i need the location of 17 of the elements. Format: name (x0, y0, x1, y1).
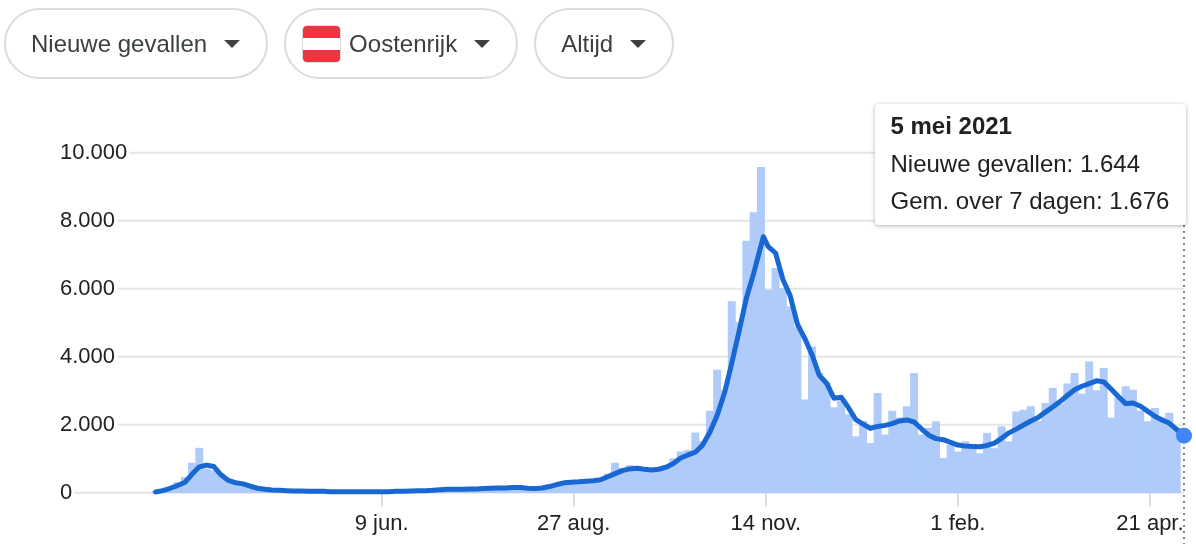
y-tick-label: 8.000 (60, 206, 116, 232)
x-tick-label: 1 feb. (930, 509, 986, 535)
y-tick-label: 6.000 (60, 274, 116, 300)
x-tick-label: 9 jun. (354, 509, 409, 535)
annotation: Gem. over 7 dagen: 1.676 (890, 186, 1170, 217)
y-tick-label: 0 (60, 478, 73, 504)
y-tick-label: 10.000 (60, 138, 128, 164)
text: Altijd (561, 29, 614, 58)
x-tick-label: 27 aug. (537, 509, 611, 535)
annotation: Nieuwe gevallen: 1.644 (890, 148, 1141, 179)
text: Nieuwe gevallen (31, 29, 208, 58)
text: Oostenrijk (349, 29, 458, 58)
y-tick-label: 2.000 (60, 410, 116, 436)
y-tick-label: 4.000 (60, 342, 116, 368)
x-tick-label: 14 nov. (730, 509, 802, 535)
x-tick-label: 21 apr. (1116, 509, 1184, 535)
text: 5 mei 2021 (890, 111, 1013, 141)
